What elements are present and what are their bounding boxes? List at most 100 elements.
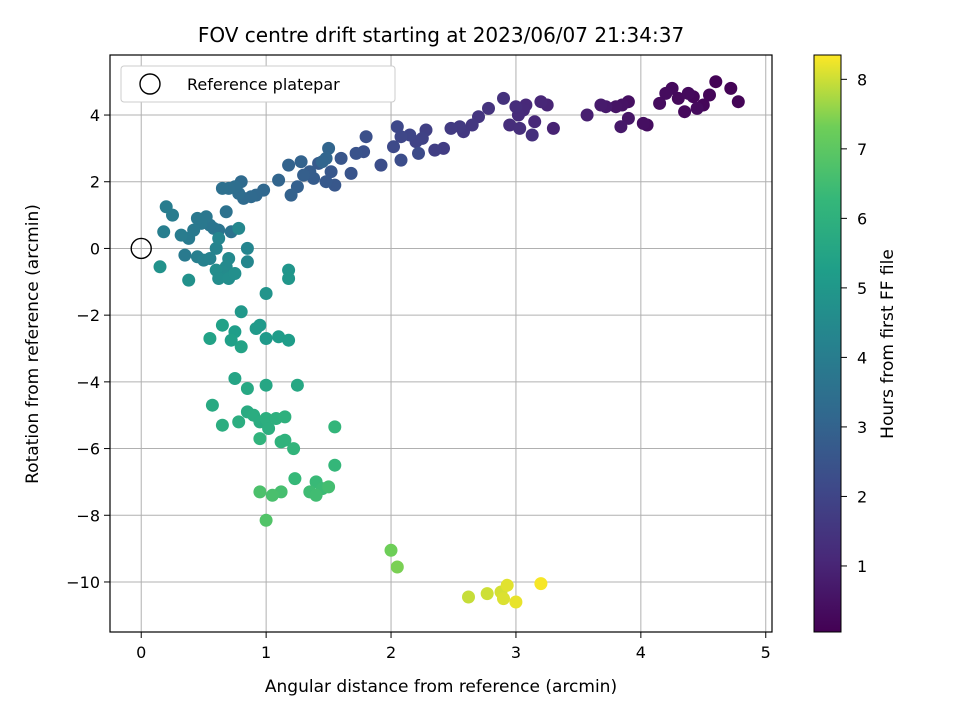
data-point	[503, 118, 517, 132]
y-tick-label: −4	[76, 373, 100, 392]
data-point	[212, 272, 226, 285]
data-point	[394, 130, 408, 144]
data-point	[259, 513, 273, 527]
data-point	[253, 432, 267, 446]
y-tick-label: −2	[76, 306, 100, 325]
colorbar-ticks: 1 2 3 4 5 6 7 8	[841, 70, 867, 576]
data-point	[444, 121, 458, 135]
colorbar-tick-label: 8	[857, 70, 867, 89]
colorbar-tick-label: 4	[857, 348, 867, 367]
data-point	[259, 332, 273, 345]
data-point	[412, 146, 425, 160]
data-point	[240, 382, 254, 395]
data-point	[428, 143, 442, 157]
data-point	[282, 272, 296, 285]
data-point	[234, 340, 248, 354]
data-point	[580, 108, 594, 122]
data-point	[513, 121, 527, 135]
colorbar-tick-label: 2	[857, 487, 867, 506]
data-point	[482, 101, 495, 115]
data-point	[297, 168, 311, 182]
x-tick-label: 4	[636, 643, 646, 662]
scatter-points	[130, 75, 745, 609]
y-tick-label: −10	[66, 573, 100, 592]
colorbar-gradient	[813, 54, 842, 633]
data-point	[174, 228, 188, 242]
data-point	[157, 225, 171, 239]
colorbar-tick-label: 3	[857, 418, 867, 437]
data-point	[324, 165, 338, 179]
data-point	[681, 86, 695, 100]
data-point	[534, 95, 548, 109]
data-point	[319, 175, 333, 189]
data-point	[462, 590, 475, 604]
data-point	[205, 398, 219, 412]
data-point	[659, 86, 673, 100]
data-point	[328, 420, 342, 434]
data-point	[671, 91, 685, 105]
data-point	[262, 422, 276, 435]
data-point	[497, 91, 510, 105]
data-point	[390, 120, 404, 134]
data-point	[228, 267, 242, 280]
data-point	[259, 287, 273, 300]
colorbar-tick-label: 5	[857, 279, 867, 298]
data-point	[509, 100, 523, 114]
data-point	[228, 372, 242, 385]
colorbar-tick-label: 1	[857, 557, 867, 576]
data-point	[249, 322, 263, 335]
y-tick-label: −6	[76, 440, 100, 459]
data-point	[215, 318, 229, 332]
data-point	[274, 435, 288, 449]
y-tick-label: 4	[90, 106, 100, 125]
data-point	[232, 221, 246, 235]
data-point	[349, 146, 363, 160]
x-tick-label: 5	[761, 643, 771, 662]
data-point	[394, 153, 408, 167]
data-point	[272, 173, 286, 187]
data-point	[212, 231, 226, 245]
x-tick-label: 3	[511, 643, 521, 662]
legend: Reference platepar	[120, 65, 396, 103]
data-point	[290, 378, 304, 392]
data-point	[253, 485, 267, 499]
data-point	[282, 333, 296, 347]
data-point	[390, 560, 404, 574]
data-point	[182, 273, 196, 287]
data-point	[284, 188, 298, 202]
data-point	[546, 121, 560, 135]
data-point	[528, 115, 542, 129]
data-point	[374, 158, 388, 172]
data-point	[621, 111, 635, 125]
data-point	[215, 181, 229, 195]
data-point	[309, 488, 323, 502]
data-point	[294, 155, 308, 169]
data-point	[190, 211, 204, 225]
data-point	[259, 378, 273, 392]
data-point	[609, 100, 623, 114]
data-point	[322, 480, 336, 494]
data-point	[322, 141, 336, 155]
x-tick-label: 0	[136, 643, 146, 662]
data-point	[232, 415, 246, 429]
y-axis: 4 2 0 −2 −4 −6 −8 −10	[66, 106, 110, 592]
data-point	[709, 75, 723, 89]
data-point	[215, 418, 229, 432]
colorbar: 1 2 3 4 5 6 7 8 Hours from first FF file	[813, 54, 898, 633]
data-point	[153, 260, 167, 274]
data-point	[203, 332, 217, 345]
data-point	[282, 158, 296, 172]
y-axis-label: Rotation from reference (arcmin)	[23, 204, 43, 484]
x-axis-label: Angular distance from reference (arcmin)	[265, 677, 617, 697]
data-point	[534, 577, 548, 591]
x-tick-label: 1	[261, 643, 271, 662]
data-point	[500, 578, 514, 592]
data-point	[219, 205, 233, 219]
data-point	[387, 140, 400, 154]
data-point	[334, 151, 348, 165]
chart-title: FOV centre drift starting at 2023/06/07 …	[198, 23, 684, 47]
legend-reference-marker	[139, 73, 161, 95]
plot-frame	[109, 54, 773, 633]
data-point	[315, 155, 329, 169]
